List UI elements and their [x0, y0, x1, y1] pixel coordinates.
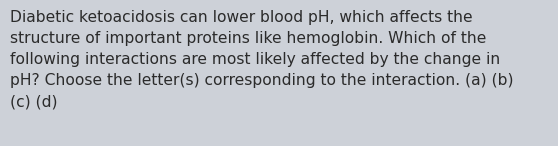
Text: Diabetic ketoacidosis can lower blood pH, which affects the
structure of importa: Diabetic ketoacidosis can lower blood pH… [10, 10, 513, 109]
